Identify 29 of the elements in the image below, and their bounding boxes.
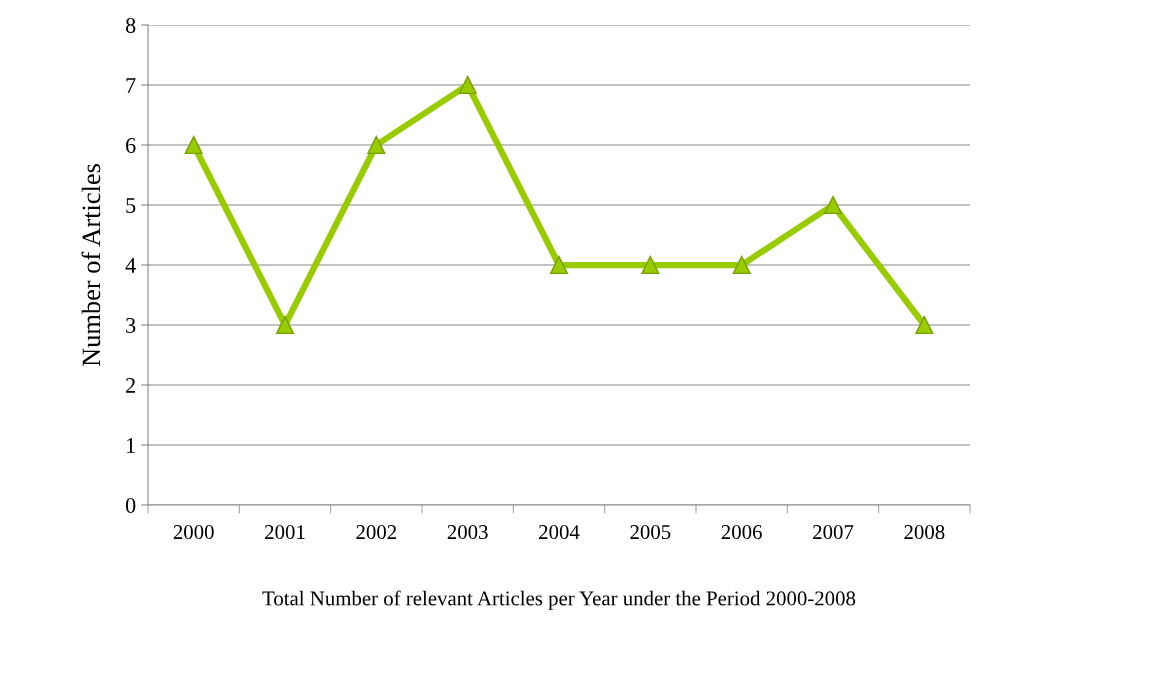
x-tick-label: 2008 — [904, 525, 945, 540]
x-tick-label: 2007 — [813, 525, 854, 540]
point — [915, 315, 934, 335]
y-tick-label: 0 — [125, 497, 136, 513]
y-axis-title: Number of Articles — [81, 164, 101, 367]
y-tick-label: 1 — [127, 438, 135, 453]
x-tick-label: 2002 — [356, 525, 397, 540]
point — [641, 255, 660, 275]
y-tick-label: 8 — [125, 17, 136, 33]
y-tick-label: 5 — [126, 198, 136, 213]
point — [823, 195, 843, 215]
y-tick-label: 2 — [126, 377, 135, 393]
y-tick-label: 3 — [126, 317, 136, 333]
x-tick-label: 2006 — [721, 525, 762, 540]
y-tick-label: 7 — [126, 78, 136, 93]
x-tick-label: 2005 — [630, 525, 671, 540]
point — [275, 315, 295, 335]
point — [184, 135, 203, 155]
point — [549, 255, 569, 275]
y-tick-label: 6 — [126, 137, 136, 153]
x-tick-label: 2004 — [539, 525, 580, 540]
x-tick-label: 2001 — [265, 525, 305, 540]
x-tick-label: 2003 — [447, 525, 488, 540]
x-axis-title: Total Number of relevant Articles per Year under the Period 2000-2008 — [262, 590, 856, 610]
point — [458, 75, 477, 95]
x-tick-label: 2000 — [173, 525, 214, 540]
y-tick-label: 4 — [125, 258, 136, 273]
point — [367, 135, 386, 155]
point — [732, 255, 751, 275]
